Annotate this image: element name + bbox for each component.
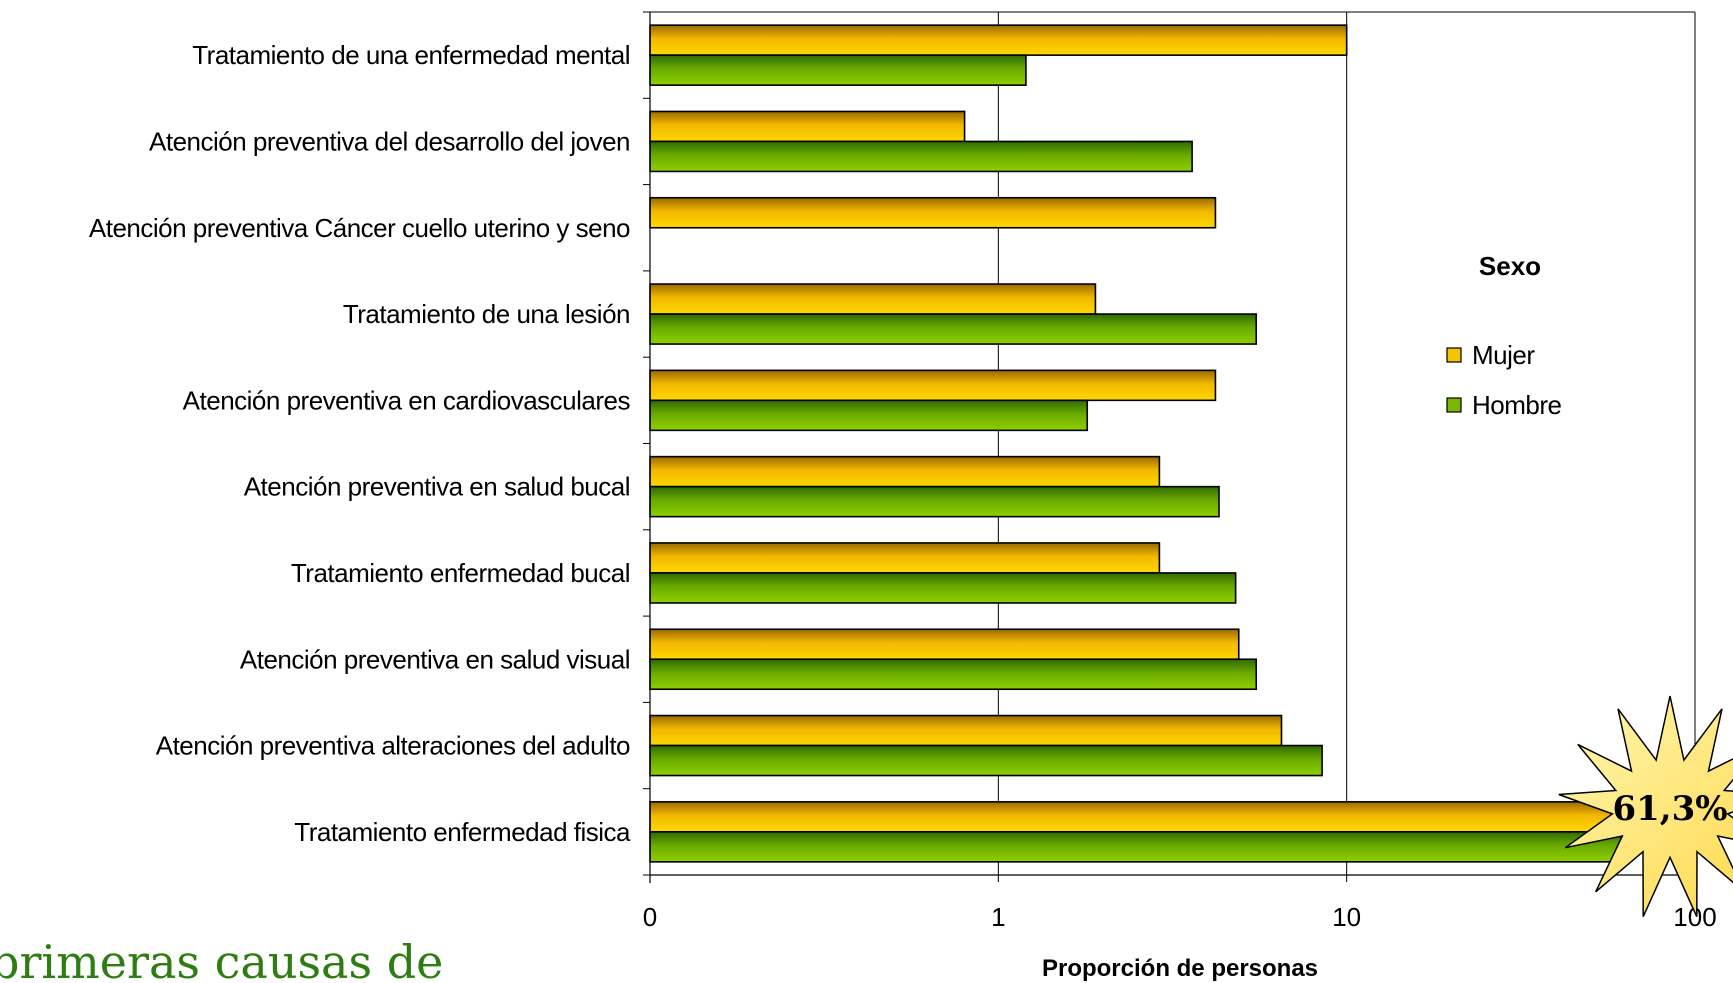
annotation-label: 61,3% [1612, 789, 1727, 829]
bar-mujer-3 [649, 283, 1097, 315]
category-label: Tratamiento de una enfermedad mental [192, 40, 630, 70]
legend-swatch-mujer [1446, 347, 1462, 363]
category-label: Atención preventiva en cardiovasculares [183, 385, 631, 415]
axes [643, 11, 1696, 883]
legend: Sexo Mujer Hombre [1446, 251, 1562, 420]
bar-hombre-8 [649, 744, 1323, 777]
x-axis-title: Proporción de personas [1042, 955, 1318, 982]
bar-mujer-2 [649, 196, 1217, 229]
x-tick-labels: 0 1 10 100 [643, 902, 1717, 932]
bar-mujer-4 [649, 369, 1217, 402]
bar-mujer-1 [649, 110, 966, 143]
bar-mujer-0 [649, 24, 1348, 56]
legend-label-hombre: Hombre [1472, 390, 1562, 420]
category-labels: Tratamiento de una enfermedad mental Aten… [89, 40, 632, 847]
bar-hombre-9 [649, 831, 1622, 863]
bar-mujer-6 [649, 542, 1161, 574]
legend-swatch-hombre [1446, 397, 1462, 413]
category-label: Tratamiento de una lesión [343, 299, 630, 329]
bar-hombre-7 [649, 658, 1258, 691]
category-label: Atención preventiva Cáncer cuello uterin… [89, 213, 630, 243]
bar-hombre-1 [649, 140, 1193, 173]
starburst-shape [1558, 695, 1733, 918]
category-label: Tratamiento enfermedad fisica [294, 817, 631, 847]
bar-mujer-5 [649, 455, 1161, 488]
category-label: Atención preventiva en salud bucal [244, 472, 630, 502]
annotation-burst: 61,3% [1558, 695, 1733, 918]
bar-hombre-6 [649, 572, 1237, 604]
bar-hombre-3 [649, 313, 1258, 345]
bar-mujer-7 [649, 628, 1240, 661]
legend-label-mujer: Mujer [1472, 340, 1535, 370]
category-label: Atención preventiva en salud visual [240, 644, 630, 674]
x-tick-label: 0 [643, 902, 657, 932]
bar-mujer-8 [649, 714, 1283, 747]
legend-title: Sexo [1479, 251, 1541, 281]
bar-hombre-0 [649, 54, 1027, 86]
category-label: Tratamiento enfermedad bucal [291, 558, 630, 588]
bar-mujer-9 [649, 801, 1622, 833]
bars [649, 24, 1622, 863]
bar-hombre-4 [649, 399, 1089, 432]
bar-hombre-5 [649, 485, 1220, 518]
caption-text: primeras causas de [0, 935, 443, 983]
x-tick-label: 1 [991, 902, 1005, 932]
category-label: Atención preventiva del desarrollo del j… [149, 126, 630, 156]
category-label: Atención preventiva alteraciones del adu… [156, 731, 630, 761]
x-tick-label: 10 [1332, 902, 1361, 932]
